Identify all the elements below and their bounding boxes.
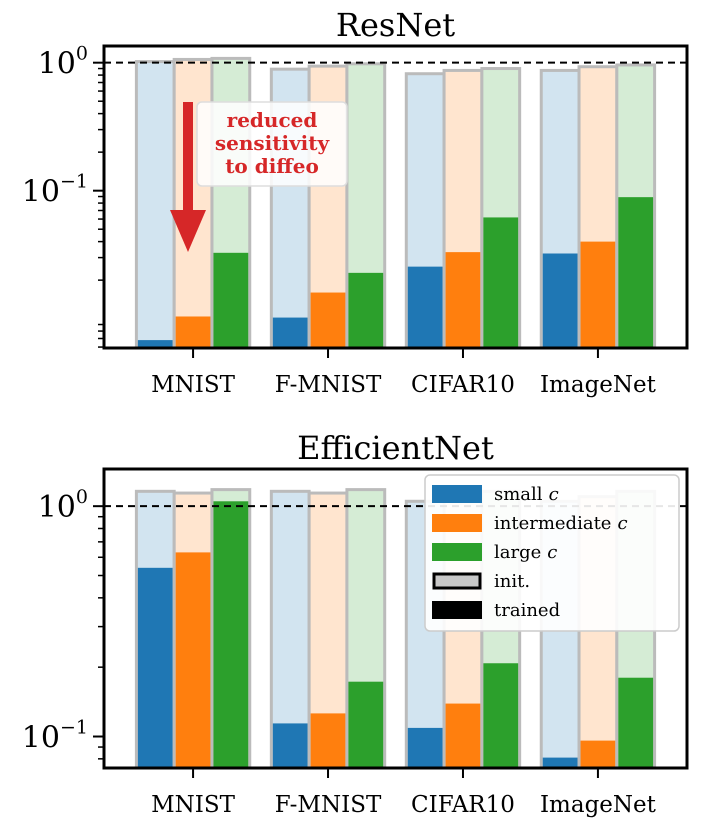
x-tick-label: MNIST [151,792,236,818]
y-tick-base: 10 [38,47,76,82]
bar-trained-3-2 [618,677,654,768]
x-tick-label: F-MNIST [275,792,382,818]
legend-label-text: trained [494,600,560,621]
legend-label: small c [494,484,559,505]
bar-trained-1-0 [272,723,308,768]
chart-title: ResNet [336,6,455,44]
y-tick-label: 100 [38,486,88,525]
bar-trained-1-2 [348,681,384,768]
bar-init-1-0 [269,489,311,770]
y-tick-base: 10 [22,721,60,756]
bar-trained-3-2 [618,197,654,348]
bar-trained-3-1 [580,241,616,348]
annotation-text: to diffeo [225,154,319,178]
axes-frame [102,467,689,770]
arrow-head-icon [170,210,206,252]
y-tick-exponent: −1 [60,717,88,739]
bar-trained-2-0 [407,727,443,768]
bar-trained-3-0 [542,757,578,768]
bar-trained-2-2 [483,217,519,348]
legend-label-text: init. [494,571,530,592]
bar-trained-0-0 [137,340,173,348]
legend-swatch [432,543,482,561]
bar-trained-0-1 [175,552,211,768]
x-tick-label: F-MNIST [275,372,382,398]
annotation-text: sensitivity [215,131,331,155]
bar-trained-0-2 [213,501,249,768]
legend-label-text: small [494,484,543,505]
legend-swatch [432,601,482,619]
legend-label-text: large [494,542,541,563]
y-tick-label: 100 [38,43,88,82]
y-tick-label: 10−1 [22,171,88,210]
x-tick-label: ImageNet [540,372,657,398]
bar-trained-2-1 [445,703,481,768]
x-tick-label: MNIST [151,372,236,398]
legend-label: intermediate c [494,513,628,534]
y-tick-base: 10 [38,490,76,525]
legend-label-var: c [617,513,627,534]
y-tick-exponent: −1 [60,171,88,193]
bar-trained-2-1 [445,252,481,348]
bar-trained-0-0 [137,567,173,768]
legend-swatch [432,514,482,532]
bar-trained-1-1 [310,292,346,348]
bar-trained-1-1 [310,713,346,768]
legend-label-text: intermediate [494,513,611,534]
y-tick-exponent: 0 [76,486,88,508]
legend-label-var: c [549,484,559,505]
x-tick-label: ImageNet [540,792,657,818]
legend-label: init. [494,571,530,592]
y-tick-label: 10−1 [22,717,88,756]
bar-trained-3-1 [580,740,616,768]
chart-title: EfficientNet [297,429,494,467]
legend-label: large c [494,542,557,563]
legend-label-var: c [547,542,557,563]
legend-swatch [432,485,482,503]
bar-trained-0-1 [175,316,211,348]
annotation-text: reduced [227,108,318,132]
bar-trained-0-2 [213,252,249,348]
legend-swatch [432,572,482,590]
panel-efficientnet: EfficientNet MNIST F-MNIST CIFAR10 ImageNet 1… [22,429,689,818]
legend-box [424,474,680,632]
y-tick-exponent: 0 [76,43,88,65]
bar-trained-2-2 [483,663,519,768]
annotation-box [196,101,348,187]
x-tick-label: CIFAR10 [411,792,515,818]
bar-trained-2-0 [407,266,443,348]
x-tick-label: CIFAR10 [411,372,515,398]
bar-trained-1-0 [272,317,308,348]
bar-init-0-0 [134,60,176,350]
y-tick-base: 10 [22,175,60,210]
legend-label: trained [494,600,560,621]
bar-trained-1-2 [348,272,384,348]
bar-trained-3-0 [542,253,578,348]
